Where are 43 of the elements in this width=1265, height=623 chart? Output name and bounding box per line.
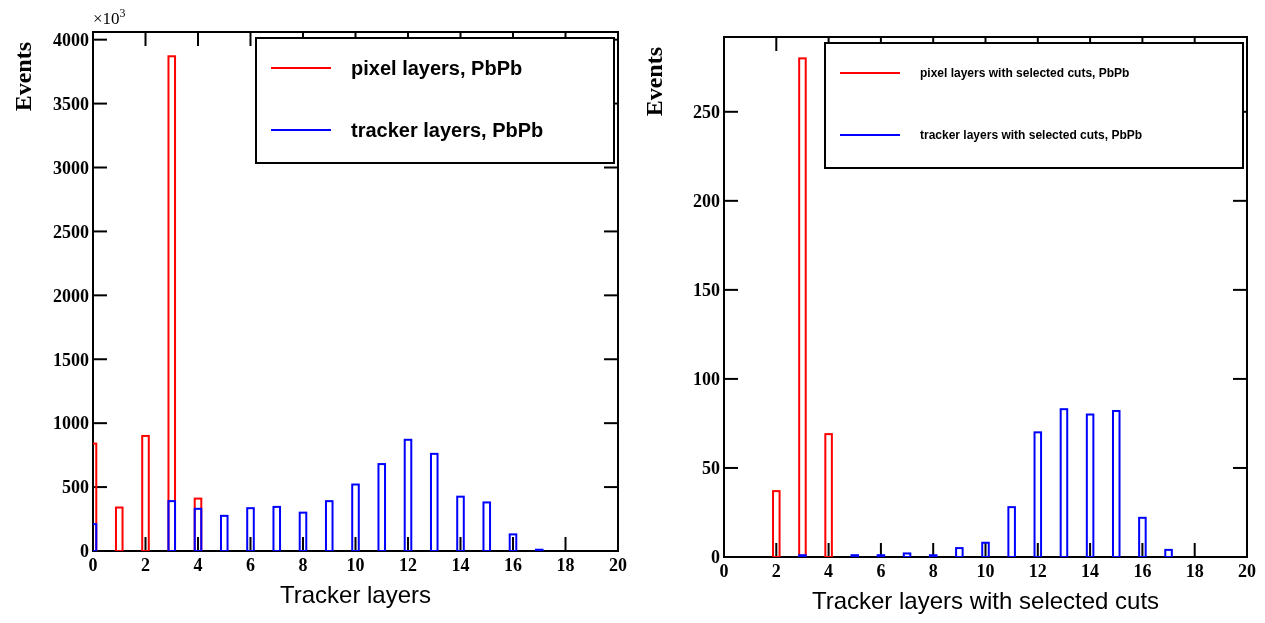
x-tick-label: 18: [556, 555, 575, 575]
x-tick-label: 8: [298, 555, 308, 575]
y-tick-label: 150: [693, 280, 720, 301]
legend-label: tracker layers with selected cuts, PbPb: [920, 128, 1143, 143]
y-tick-label: 2500: [53, 221, 89, 242]
legend-label: pixel layers, PbPb: [351, 57, 523, 79]
x-tick-label: 4: [824, 561, 834, 581]
y-tick-label: 250: [693, 102, 720, 123]
x-tick-label: 2: [141, 555, 150, 575]
x-tick-label: 8: [928, 561, 938, 581]
x-tick-label: 20: [609, 555, 627, 575]
y-tick-label: 200: [693, 191, 720, 212]
x-tick-label: 14: [451, 555, 470, 575]
x-tick-label: 12: [1028, 561, 1047, 581]
legend-label: pixel layers with selected cuts, PbPb: [920, 66, 1130, 81]
y-tick-label: 1500: [53, 349, 89, 370]
x-tick-label: 6: [876, 561, 886, 581]
x-tick-label: 2: [771, 561, 781, 581]
x-tick-label: 10: [976, 561, 995, 581]
y-tick-label: 3500: [53, 93, 89, 114]
y-tick-label: 4000: [53, 29, 89, 50]
y-axis-title: Events: [10, 42, 36, 112]
x-tick-label: 16: [504, 555, 522, 575]
x-tick-label: 12: [399, 555, 417, 575]
x-axis-title: Tracker layers: [279, 581, 432, 608]
x-tick-label: 6: [246, 555, 255, 575]
x-tick-label: 20: [1238, 561, 1256, 581]
x-tick-label: 10: [346, 555, 365, 575]
y-tick-label: 0: [80, 541, 89, 562]
y-tick-label: 3000: [53, 157, 89, 178]
y-axis-title: Events: [641, 47, 667, 117]
y-tick-label: 2000: [53, 285, 89, 306]
legend-label: tracker layers, PbPb: [351, 119, 544, 141]
x-tick-label: 18: [1185, 561, 1204, 581]
text: ×10$^{3}$: [93, 6, 126, 28]
x-tick-label: 4: [193, 555, 203, 575]
y-tick-label: 500: [62, 477, 89, 498]
y-tick-label: 1000: [53, 413, 89, 434]
y-tick-label: 50: [702, 458, 720, 479]
x-axis-title: Tracker layers with selected cuts: [811, 587, 1160, 614]
x-tick-label: 16: [1133, 561, 1152, 581]
y-tick-label: 100: [693, 369, 720, 390]
x-tick-label: 14: [1081, 561, 1100, 581]
